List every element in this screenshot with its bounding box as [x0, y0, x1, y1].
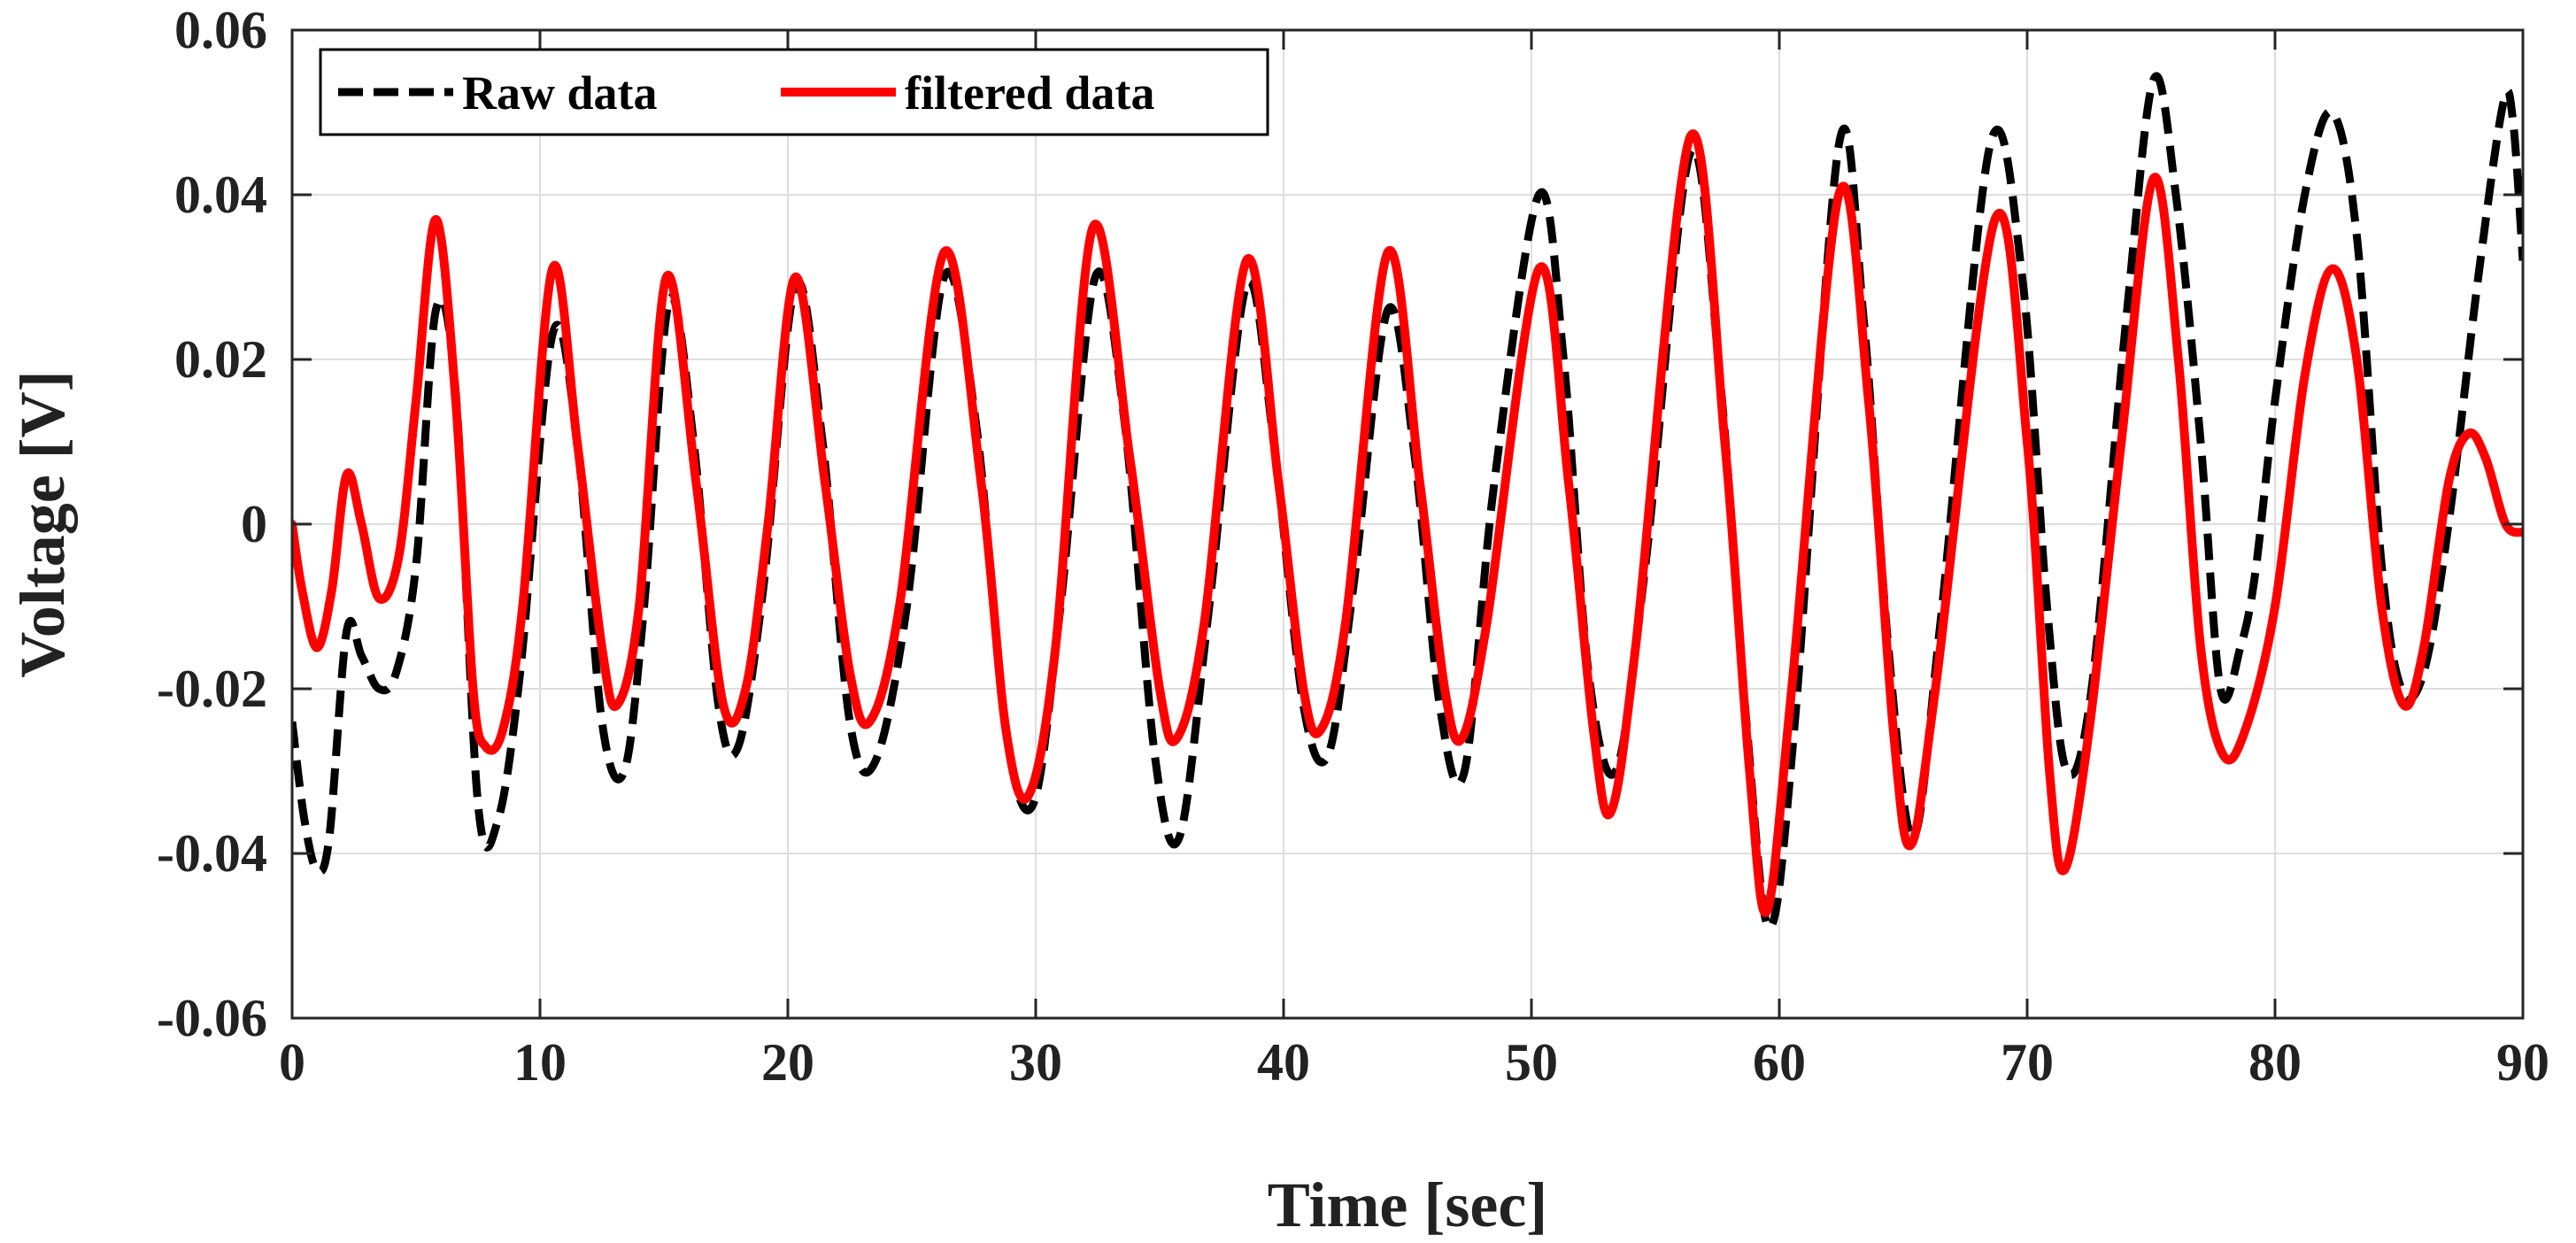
x-tick-labels: 0 10 20 30 40 50 60 70 80 90	[279, 1033, 2549, 1092]
axis-ticks	[290, 28, 2525, 1020]
x-tick-label: 20	[761, 1033, 814, 1092]
series-line-filtered-data	[292, 129, 2523, 917]
x-tick-label: 30	[1009, 1033, 1062, 1092]
x-tick-label: 90	[2496, 1033, 2549, 1092]
x-axis-label: Time [sec]	[1268, 1170, 1548, 1240]
x-tick-label: 50	[1505, 1033, 1558, 1092]
y-tick-label: 0	[241, 495, 267, 553]
legend-label-filtered-data: filtered data	[905, 66, 1154, 120]
y-tick-label: -0.04	[157, 824, 267, 883]
y-tick-label: 0.04	[174, 166, 267, 224]
y-tick-labels: -0.06 -0.04 -0.02 0 0.02 0.04 0.06	[157, 1, 267, 1047]
y-tick-label: 0.02	[174, 330, 267, 389]
series-layer	[292, 72, 2523, 932]
x-tick-label: 60	[1753, 1033, 1806, 1092]
y-tick-label: -0.02	[157, 660, 267, 718]
x-tick-label: 10	[513, 1033, 567, 1092]
x-tick-label: 80	[2248, 1033, 2302, 1092]
y-axis-label: Voltage [V]	[7, 370, 78, 677]
x-tick-label: 40	[1257, 1033, 1310, 1092]
legend: Raw data filtered data	[319, 48, 1269, 136]
legend-label-raw-data: Raw data	[462, 66, 658, 120]
x-tick-label: 0	[279, 1033, 305, 1092]
y-tick-label: 0.06	[174, 1, 267, 59]
x-tick-label: 70	[2001, 1033, 2054, 1092]
y-tick-label: -0.06	[157, 989, 267, 1047]
